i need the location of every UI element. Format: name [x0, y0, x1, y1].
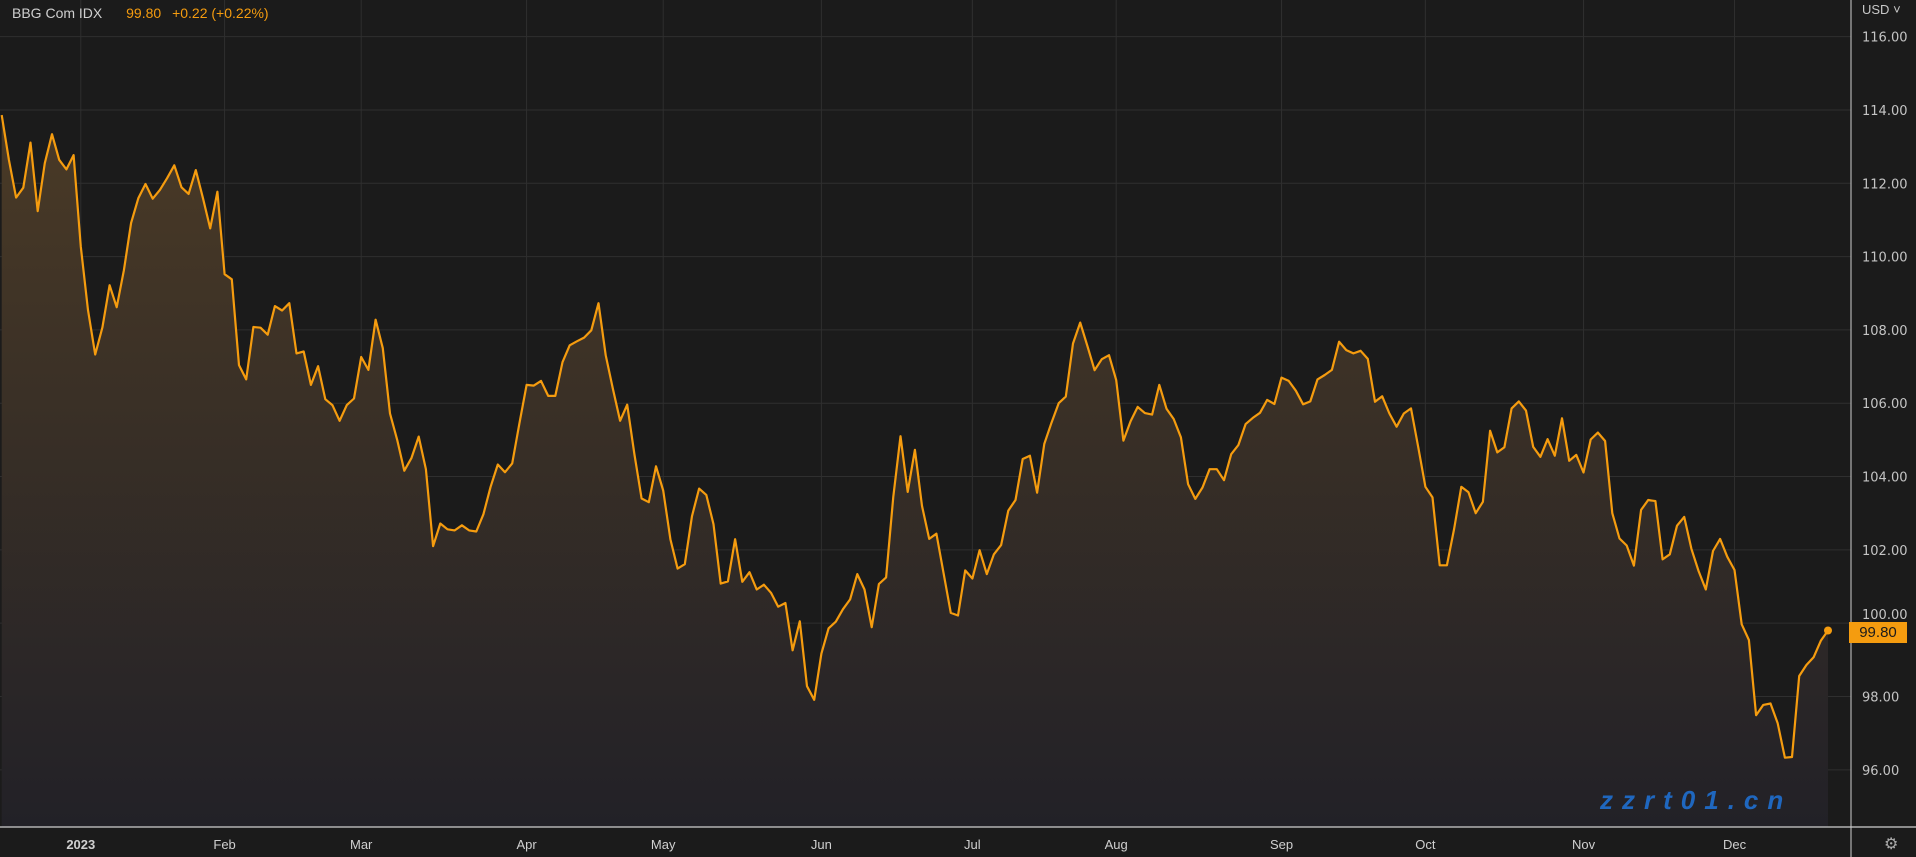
y-tick-label: 104.00: [1862, 471, 1908, 486]
x-tick-label: May: [651, 837, 676, 852]
x-tick-label: Sep: [1270, 837, 1293, 852]
y-tick-label: 102.00: [1862, 544, 1908, 559]
watermark-site: zzrt01.cn: [1600, 785, 1793, 815]
last-point-marker: [1824, 626, 1832, 635]
settings-icon[interactable]: ⚙: [1884, 836, 1899, 853]
y-tick-label: 112.00: [1862, 177, 1908, 192]
x-tick-label: Oct: [1415, 837, 1436, 852]
y-tick-label: 96.00: [1862, 764, 1899, 779]
chevron-down-icon: ˅: [1889, 2, 1901, 17]
y-tick-label: 98.00: [1862, 690, 1899, 705]
currency-selector[interactable]: USD ˅: [1862, 2, 1901, 17]
x-tick-label: 2023: [66, 837, 95, 852]
x-axis-ticks: 2023 Feb Mar Apr May Jun Jul Aug Sep Oct Nov Dec: [66, 837, 1746, 852]
last-price: 99.80: [126, 5, 162, 21]
area-fill: [1, 115, 1829, 828]
x-tick-label: Aug: [1105, 837, 1128, 852]
y-tick-label: 116.00: [1862, 31, 1908, 46]
currency-label: USD: [1862, 2, 1890, 17]
y-tick-label: 114.00: [1862, 104, 1908, 119]
x-tick-label: Jul: [964, 837, 981, 852]
y-tick-label: 100.00: [1862, 608, 1908, 623]
x-tick-label: Nov: [1572, 837, 1596, 852]
x-tick-label: Mar: [350, 837, 373, 852]
instrument-name: BBG Com IDX: [12, 5, 103, 21]
y-tick-label: 106.00: [1862, 397, 1908, 412]
y-axis-ticks: 116.00 114.00 112.00 110.00 108.00 106.00 104.…: [1862, 31, 1908, 779]
x-tick-label: Jun: [811, 837, 832, 852]
x-tick-label: Apr: [516, 837, 537, 852]
x-tick-label: Dec: [1723, 837, 1747, 852]
price-change: +0.22 (+0.22%): [172, 5, 269, 21]
y-tick-label: 110.00: [1862, 251, 1908, 266]
x-tick-label: Feb: [213, 837, 235, 852]
instrument-header: BBG Com IDX 99.80 +0.22 (+0.22%): [12, 5, 269, 21]
last-price-badge: 99.80: [1849, 622, 1907, 643]
y-tick-label: 108.00: [1862, 324, 1908, 339]
price-line: [0, 114, 1829, 759]
